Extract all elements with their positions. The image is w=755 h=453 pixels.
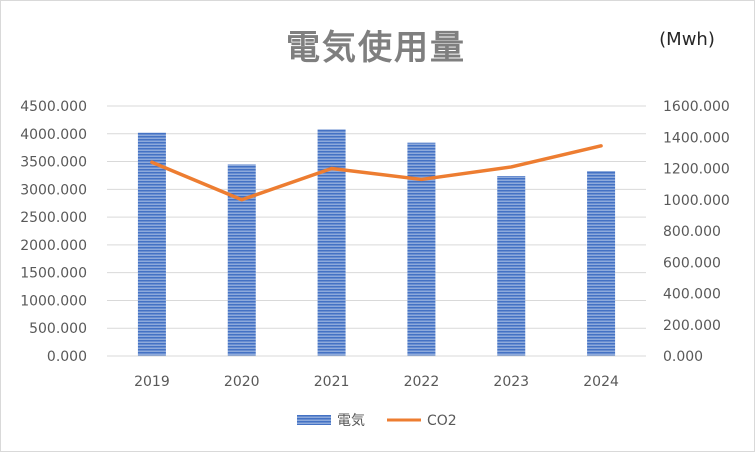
bar-2021 xyxy=(317,129,346,356)
left-tick-label: 3000.000 xyxy=(20,182,87,198)
co2-point-2021 xyxy=(330,167,334,170)
right-y-axis: 0.000 200.000 400.000 600.000 800.000 1000.00… xyxy=(663,99,730,365)
right-tick-label: 1600.000 xyxy=(663,99,730,115)
left-tick-label: 2500.000 xyxy=(20,210,87,226)
x-axis: 2019 2020 2021 2022 2023 2024 xyxy=(107,355,646,390)
line-series-co2 xyxy=(150,144,603,202)
chart-title: 電気使用量 xyxy=(286,28,466,68)
right-tick-label: 600.000 xyxy=(663,255,721,271)
right-tick-label: 1000.000 xyxy=(663,193,730,209)
left-y-axis: 0.000 500.000 1000.000 1500.000 2000.000 2500… xyxy=(20,99,87,365)
x-tick-label: 2023 xyxy=(493,374,529,390)
bar-2020 xyxy=(227,164,256,356)
left-tick-label: 4000.000 xyxy=(20,127,87,143)
gridlines xyxy=(107,105,646,357)
x-tick-label: 2021 xyxy=(314,374,350,390)
co2-point-2022 xyxy=(419,177,423,181)
left-tick-label: 3500.000 xyxy=(20,155,87,171)
legend-label-co2: CO2 xyxy=(427,413,457,429)
x-tick-label: 2022 xyxy=(404,374,440,390)
left-tick-label: 2000.000 xyxy=(20,238,87,254)
legend-label-denki: 電気 xyxy=(337,413,365,429)
left-tick-label: 500.000 xyxy=(29,321,87,337)
bar-2019 xyxy=(137,132,166,356)
co2-point-2020 xyxy=(240,198,244,202)
right-tick-label: 1400.000 xyxy=(663,130,730,146)
x-tick-label: 2024 xyxy=(583,374,619,390)
right-tick-label: 200.000 xyxy=(663,318,721,334)
x-tick-label: 2019 xyxy=(134,374,170,390)
left-tick-label: 1500.000 xyxy=(20,266,87,282)
left-tick-label: 0.000 xyxy=(47,349,87,365)
co2-point-2019 xyxy=(150,160,154,164)
co2-point-2023 xyxy=(509,165,513,169)
bar-2024 xyxy=(587,171,616,356)
right-tick-label: 1200.000 xyxy=(663,162,730,178)
bar-series-denki xyxy=(137,129,616,356)
right-tick-label: 400.000 xyxy=(663,287,721,303)
bar-2023 xyxy=(497,176,526,356)
x-tick-label: 2020 xyxy=(224,374,260,390)
right-tick-label: 800.000 xyxy=(663,224,721,240)
legend: 電気 CO2 xyxy=(297,413,457,429)
left-tick-label: 4500.000 xyxy=(20,99,87,115)
right-tick-label: 0.000 xyxy=(663,349,703,365)
co2-line xyxy=(150,144,603,202)
legend-swatch-denki xyxy=(297,415,331,425)
bar-2022 xyxy=(407,142,436,356)
left-tick-label: 1000.000 xyxy=(20,293,87,309)
co2-point-2024 xyxy=(599,144,603,148)
unit-label: (Mwh) xyxy=(659,29,715,50)
